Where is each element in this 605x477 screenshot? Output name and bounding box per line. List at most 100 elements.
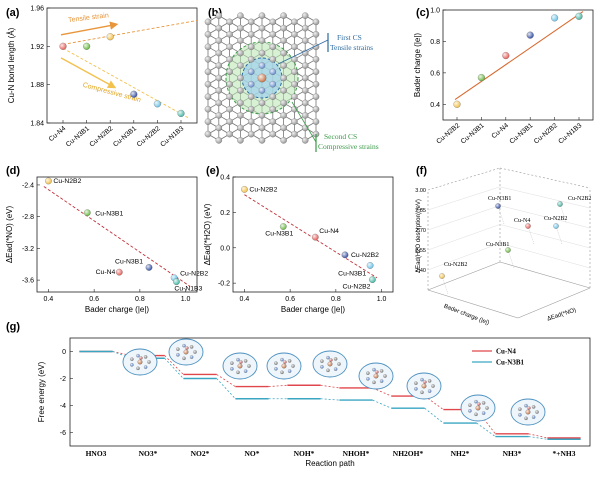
- atom-shine: [204, 118, 212, 125]
- g-inset-atom-shine: [130, 357, 134, 361]
- a-trend-compressive: [62, 47, 190, 119]
- atom-shine: [269, 81, 276, 88]
- c-point-shine: [526, 31, 534, 39]
- g-inset-atom-shine: [474, 412, 478, 416]
- atom-shine: [215, 62, 222, 69]
- atom-shine: [302, 87, 309, 94]
- g-inset-atom-shine: [372, 380, 376, 384]
- a-xtick-label: Cu-N3B1: [65, 125, 91, 148]
- g-inset-cu-shine: [475, 405, 481, 411]
- g-inset-atom-shine: [176, 353, 180, 357]
- atom-shine: [215, 37, 222, 44]
- g-series-1-connector: [320, 398, 340, 401]
- atom-shine: [204, 106, 212, 113]
- f-ztick-label: 2.85: [415, 208, 426, 214]
- g-inset-atom-shine: [136, 366, 140, 370]
- c-point-shine: [453, 100, 461, 108]
- atom-shine: [237, 124, 244, 131]
- atom-shine: [312, 106, 320, 113]
- g-series-0-connector: [528, 433, 548, 439]
- atom-shine: [215, 87, 222, 94]
- atom-shine: [269, 43, 276, 50]
- a-ytick-label: 1.92: [30, 44, 44, 51]
- g-inset-cu-shine: [327, 361, 333, 367]
- f-grid: [427, 186, 501, 211]
- f-grid: [427, 242, 501, 271]
- f-point-label: Cu-N3B1: [488, 196, 511, 202]
- panel-d-label: (d): [6, 165, 20, 177]
- atom-shine: [302, 99, 309, 107]
- atom-shine: [204, 131, 212, 138]
- atom-shine: [237, 87, 244, 94]
- g-inset-atom-shine: [485, 406, 489, 410]
- g-inset-atom-shine: [182, 356, 186, 360]
- g-inset-atom-shine: [420, 378, 424, 382]
- g-inset-atom-shine: [518, 413, 522, 417]
- g-inset-atom-shine: [414, 387, 418, 391]
- g-inset-atom-shine: [420, 390, 424, 394]
- pe-point-label: Cu-N2B2: [342, 284, 370, 291]
- pe-ytick-label: 0.2: [220, 210, 230, 217]
- atom-shine: [226, 106, 233, 113]
- c-point-shine: [575, 12, 583, 20]
- chart-f: 2.40 2.55 2.70 2.85 3.00 ΔEad(H2O desorption)…: [415, 167, 591, 326]
- pe-point-label: Cu-N3B1: [338, 270, 366, 277]
- g-inset-adsorbate-shine: [375, 370, 379, 374]
- pd-point-label: Cu-N3B1: [95, 211, 123, 218]
- chart-d: 0.4 0.6 0.8 1.0 -2.4 -2.8 -3.2 -3.6 Bader charge…: [5, 176, 208, 314]
- pe-xtick-label: 0.4: [240, 296, 250, 303]
- g-ytick-label: -2: [60, 376, 66, 383]
- g-xtick-label: NOH*: [294, 449, 315, 458]
- pe-ytick-label: 0.4: [220, 175, 230, 182]
- atom-shine: [280, 112, 287, 119]
- g-inset-atom-shine: [380, 379, 384, 383]
- g-inset-atom-shine: [182, 344, 186, 348]
- atom-shine: [312, 56, 320, 63]
- pe-ytick-label: 0.0: [220, 245, 230, 252]
- g-inset-atom-shine: [230, 361, 234, 365]
- pe-ytick-label: -0.2: [218, 281, 230, 288]
- g-inset-atom-shine: [326, 368, 330, 372]
- pd-point-shine: [145, 264, 153, 271]
- panel-e-label: (e): [206, 165, 220, 177]
- g-series-0-connector: [372, 387, 392, 397]
- atom-shine: [248, 81, 255, 88]
- atom-shine: [237, 74, 244, 82]
- g-inset-atom-shine: [383, 374, 387, 378]
- g-inset-atom-shine: [482, 411, 486, 415]
- f-drop-line: [441, 275, 449, 295]
- atom-shine: [226, 93, 233, 100]
- g-series-1-connector: [528, 436, 548, 440]
- f-box-edge: [427, 261, 501, 291]
- atom-shine: [248, 93, 255, 100]
- a-point-shine: [130, 90, 138, 98]
- atom-shine: [248, 118, 255, 125]
- atom-shine: [204, 93, 212, 100]
- atom-shine: [258, 37, 266, 44]
- g-inset-adsorbate-shine: [139, 356, 143, 360]
- g-inset-atom-shine: [291, 364, 295, 368]
- g-inset-atom-shine: [535, 410, 539, 414]
- g-inset-atom-shine: [428, 389, 432, 393]
- f-drop-line: [497, 205, 505, 225]
- atom-shine: [258, 137, 266, 144]
- f-drop-line: [555, 225, 563, 245]
- g-inset-adsorbate-shine: [423, 380, 427, 384]
- atom-shine: [248, 31, 255, 38]
- atom-shine: [226, 68, 233, 75]
- atom-shine: [280, 25, 287, 32]
- g-xtick-label: NH3*: [503, 449, 522, 458]
- pd-point-shine: [173, 278, 180, 285]
- atom-shine: [312, 93, 320, 100]
- atom-shine: [291, 56, 298, 63]
- pd-xtick-label: 0.8: [135, 296, 145, 303]
- panel-f-label: (f): [416, 165, 427, 177]
- pe-point-label: Cu-N4: [319, 228, 339, 235]
- atom-shine: [258, 87, 266, 94]
- g-inset-atom-shine: [274, 361, 278, 365]
- g-inset-atom-shine: [193, 350, 197, 354]
- atom-shine: [291, 31, 298, 38]
- atom-shine: [226, 118, 233, 125]
- f-drop-line: [527, 225, 535, 245]
- f-point-shine: [557, 201, 563, 207]
